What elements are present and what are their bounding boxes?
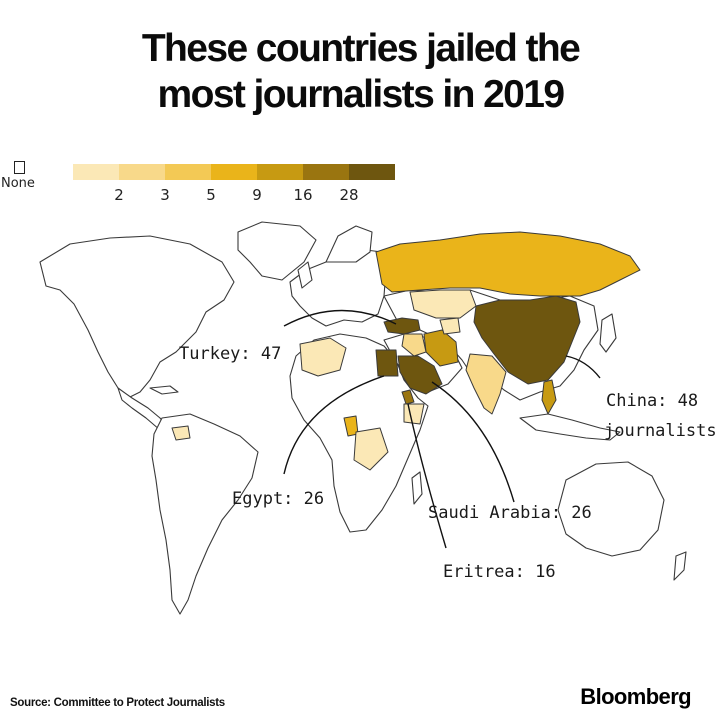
source-note: Source: Committee to Protect Journalists (10, 697, 225, 709)
uzbekistan-shape (439, 317, 461, 335)
south-america-shape (151, 413, 259, 615)
legend-swatch-1 (73, 164, 119, 180)
legend-tick-3: 3 (160, 186, 170, 204)
indonesia-shape (519, 413, 621, 441)
legend-none-label: None (1, 176, 35, 191)
china-shape (473, 295, 581, 385)
legend-swatch-5 (257, 164, 303, 180)
chart-title: These countries jailed the most journali… (0, 26, 721, 118)
turkey-callout: Turkey: 47 (179, 344, 282, 364)
new-zealand-shape (673, 551, 687, 581)
egypt-callout: Egypt: 26 (232, 489, 325, 509)
legend-tick-16: 16 (293, 186, 313, 204)
japan-shape (599, 313, 617, 353)
title-line-2: most journalists in 2019 (157, 73, 566, 116)
legend-color-scale (73, 164, 395, 180)
egypt-leader-line (283, 375, 385, 475)
legend-tick-2: 2 (114, 186, 124, 204)
china-callout-line1: China: 48 (606, 391, 699, 411)
ethiopia-shape (403, 403, 425, 425)
legend-tick-28: 28 (339, 186, 359, 204)
venezuela-shape (171, 425, 191, 441)
caribbean-shape (149, 385, 179, 395)
world-map (39, 221, 687, 615)
saudi-leader-line (431, 381, 515, 503)
legend-swatch-7 (349, 164, 395, 180)
china-callout-line2: journalists (604, 421, 717, 441)
bloomberg-logo: Bloomberg (580, 684, 691, 709)
eritrea-leader-line (407, 403, 447, 549)
egypt-shape (375, 349, 399, 377)
russia-shape (375, 231, 641, 297)
australia-shape (557, 461, 665, 557)
china-leader-line (565, 355, 601, 379)
legend-tick-9: 9 (252, 186, 262, 204)
greenland-shape (237, 221, 317, 281)
legend-none-swatch (14, 161, 25, 174)
madagascar-shape (411, 471, 423, 505)
legend-swatch-4 (211, 164, 257, 180)
kazakhstan-shape (409, 289, 477, 319)
legend-swatch-6 (303, 164, 349, 180)
iraq-syria-shape (401, 333, 427, 357)
scandinavia-shape (325, 225, 373, 263)
legend-swatch-3 (165, 164, 211, 180)
dr-congo-shape (353, 427, 389, 471)
north-america-shape (39, 235, 235, 399)
saudi-arabia-shape (397, 355, 443, 395)
eritrea-shape (401, 389, 415, 405)
legend-swatch-2 (119, 164, 165, 180)
uk-shape (297, 261, 313, 289)
eritrea-callout: Eritrea: 16 (443, 562, 556, 582)
vietnam-shape (541, 379, 557, 415)
legend-tick-5: 5 (206, 186, 216, 204)
turkey-leader-line (283, 309, 397, 327)
saudi-callout: Saudi Arabia: 26 (428, 503, 592, 523)
morocco-algeria-shape (299, 337, 347, 377)
india-shape (465, 353, 507, 415)
title-line-1: These countries jailed the (141, 27, 581, 70)
